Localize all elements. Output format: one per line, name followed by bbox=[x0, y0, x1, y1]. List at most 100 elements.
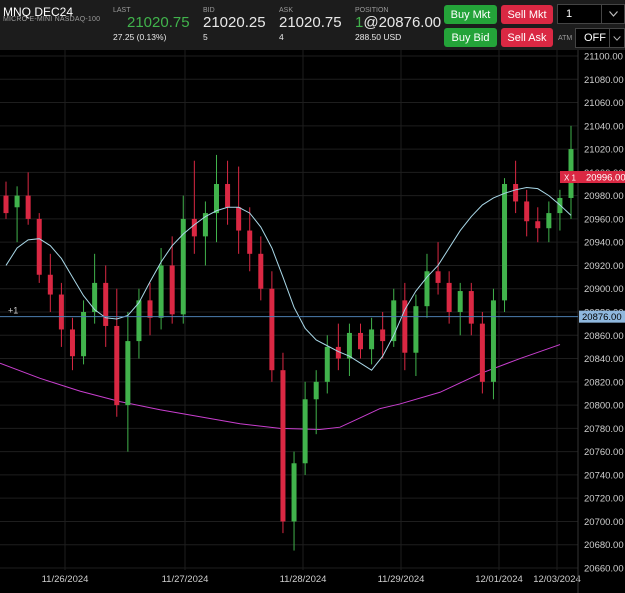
candle-body bbox=[47, 274, 53, 295]
candle-body bbox=[114, 325, 120, 406]
y-tick-label: 20660.00 bbox=[584, 564, 624, 575]
candle-body bbox=[302, 399, 308, 464]
candle-body bbox=[424, 271, 430, 307]
candle-body bbox=[36, 218, 42, 275]
candle-body bbox=[346, 332, 352, 359]
fast-moving-average-line bbox=[5, 186, 572, 371]
price-chart[interactable]: 21100.00 21080.00 21060.00 21040.00 21020.00… bbox=[0, 50, 625, 593]
y-tick-label: 20940.00 bbox=[584, 238, 624, 249]
bid-value: 21020.25 bbox=[203, 14, 266, 31]
x-tick-label: 11/28/2024 bbox=[280, 574, 327, 585]
candle-body bbox=[3, 195, 9, 214]
y-tick-label: 20780.00 bbox=[584, 424, 624, 435]
position-label: POSITION bbox=[355, 7, 389, 14]
ask-size: 4 bbox=[279, 32, 284, 42]
y-tick-label: 20720.00 bbox=[584, 494, 624, 505]
candle-body bbox=[402, 300, 408, 353]
candle-body bbox=[136, 300, 142, 342]
quantity-select[interactable]: 1 bbox=[557, 4, 625, 24]
position-price: @20876.00 bbox=[363, 14, 442, 31]
chart-background bbox=[0, 50, 625, 593]
current-price-tag-text: 20996.00 bbox=[586, 173, 625, 184]
candle-body bbox=[58, 294, 64, 330]
y-tick-label: 21040.00 bbox=[584, 121, 624, 132]
candle-body bbox=[502, 184, 508, 301]
candle-body bbox=[14, 195, 20, 208]
instrument-description: MICRO E-MINI NASDAQ-100 bbox=[3, 16, 101, 23]
y-tick-label: 20700.00 bbox=[584, 517, 624, 528]
candle-body bbox=[546, 213, 552, 229]
candle-body bbox=[103, 282, 109, 326]
position-price-tag-text: 20876.00 bbox=[582, 312, 622, 323]
candle-body bbox=[535, 221, 541, 229]
ask-value: 21020.75 bbox=[279, 14, 342, 31]
order-marker-text: X 1 bbox=[564, 174, 577, 183]
bid-label: BID bbox=[203, 7, 215, 14]
buy-bid-button[interactable]: Buy Bid bbox=[444, 28, 497, 47]
slow-moving-average-line bbox=[0, 344, 561, 431]
x-tick-label: 11/27/2024 bbox=[162, 574, 209, 585]
candle-body bbox=[324, 346, 330, 382]
sell-market-button[interactable]: Sell Mkt bbox=[501, 5, 553, 24]
quantity-value: 1 bbox=[566, 8, 573, 20]
x-tick-label: 12/01/2024 bbox=[475, 574, 523, 585]
candle-body bbox=[280, 370, 286, 522]
candle-body bbox=[413, 306, 419, 353]
candle-body bbox=[92, 282, 98, 312]
y-tick-label: 20980.00 bbox=[584, 191, 624, 202]
candle-body bbox=[191, 218, 197, 237]
y-tick-label: 20860.00 bbox=[584, 331, 624, 342]
atm-value: OFF bbox=[584, 32, 606, 44]
candle-body bbox=[313, 381, 319, 400]
candle-body bbox=[258, 253, 264, 289]
candle-body bbox=[335, 346, 341, 359]
quote-header: MNQ DEC24 MICRO E-MINI NASDAQ-100 LAST 2… bbox=[0, 0, 625, 50]
candle-body bbox=[213, 184, 219, 214]
candle-body bbox=[269, 288, 275, 371]
last-change: 27.25 (0.13%) bbox=[113, 32, 167, 42]
chevron-down-icon bbox=[601, 5, 624, 23]
order-marker[interactable] bbox=[560, 171, 584, 184]
position-pnl: 288.50 USD bbox=[355, 32, 402, 42]
candle-body bbox=[236, 207, 242, 231]
candle-body bbox=[291, 463, 297, 522]
bid-size: 5 bbox=[203, 32, 208, 42]
y-tick-label: 20960.00 bbox=[584, 214, 624, 225]
candle-body bbox=[435, 271, 441, 283]
y-tick-label: 21080.00 bbox=[584, 75, 624, 86]
candle-body bbox=[69, 329, 75, 357]
x-tick-label: 12/03/2024 bbox=[533, 574, 581, 585]
y-tick-label: 20680.00 bbox=[584, 540, 624, 551]
candle-body bbox=[180, 218, 186, 315]
y-tick-label: 21100.00 bbox=[584, 52, 623, 63]
position-qty: 1 bbox=[355, 14, 364, 31]
y-tick-label: 20800.00 bbox=[584, 401, 624, 412]
position-quantity-label: +1 bbox=[8, 306, 18, 316]
last-label: LAST bbox=[113, 7, 131, 14]
ask-label: ASK bbox=[279, 7, 294, 14]
y-tick-label: 20900.00 bbox=[584, 284, 624, 295]
candle-body bbox=[158, 265, 164, 318]
candle-body bbox=[81, 312, 87, 357]
position-price-tag bbox=[579, 310, 625, 323]
candle-body bbox=[358, 332, 364, 350]
candle-body bbox=[125, 341, 131, 406]
candle-body bbox=[457, 291, 463, 312]
atm-strategy-select[interactable]: OFF bbox=[575, 28, 625, 48]
chevron-down-icon bbox=[609, 29, 624, 47]
last-value: 21020.75 bbox=[127, 14, 190, 31]
y-tick-label: 20740.00 bbox=[584, 470, 624, 481]
candle-body bbox=[468, 291, 474, 324]
y-tick-label: 20920.00 bbox=[584, 261, 624, 272]
candle-body bbox=[391, 300, 397, 342]
candle-body bbox=[225, 184, 231, 208]
candle-body bbox=[369, 329, 375, 350]
x-tick-label: 11/26/2024 bbox=[42, 574, 89, 585]
candle-body bbox=[513, 184, 519, 202]
candle-body bbox=[169, 265, 175, 315]
sell-ask-button[interactable]: Sell Ask bbox=[501, 28, 553, 47]
candle-body bbox=[446, 282, 452, 312]
y-tick-label: 20760.00 bbox=[584, 447, 624, 458]
buy-market-button[interactable]: Buy Mkt bbox=[444, 5, 497, 24]
candle-body bbox=[147, 300, 153, 318]
